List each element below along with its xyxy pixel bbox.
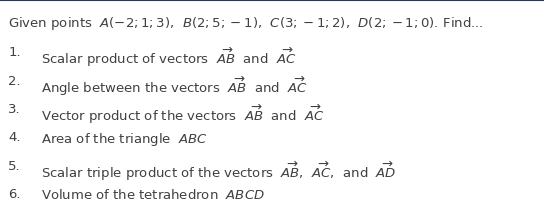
Text: 3.: 3.	[8, 103, 21, 116]
Text: 4.: 4.	[8, 131, 21, 144]
Text: Scalar triple product of the vectors  $\mathit{\overrightarrow{AB}}$,  $\mathit{: Scalar triple product of the vectors $\m…	[41, 160, 397, 183]
Text: Given points  $\mathit{A}(-2;1;3)$,  $\mathit{B}(2;5;-1)$,  $\mathit{C}(3;-1;2)$: Given points $\mathit{A}(-2;1;3)$, $\mat…	[8, 15, 484, 32]
Text: Angle between the vectors  $\mathit{\overrightarrow{AB}}$  and  $\mathit{\overri: Angle between the vectors $\mathit{\over…	[41, 75, 308, 98]
Text: 2.: 2.	[8, 75, 21, 88]
Text: 1.: 1.	[8, 46, 21, 59]
Text: Area of the triangle  $\mathit{ABC}$: Area of the triangle $\mathit{ABC}$	[41, 131, 208, 148]
Text: 5.: 5.	[8, 160, 21, 173]
Text: Scalar product of vectors  $\mathit{\overrightarrow{AB}}$  and  $\mathit{\overri: Scalar product of vectors $\mathit{\over…	[41, 46, 296, 70]
Text: Volume of the tetrahedron  $\mathit{ABCD}$: Volume of the tetrahedron $\mathit{ABCD}…	[41, 188, 265, 202]
Text: Vector product of the vectors  $\mathit{\overrightarrow{AB}}$  and  $\mathit{\ov: Vector product of the vectors $\mathit{\…	[41, 103, 324, 126]
Text: 6.: 6.	[8, 188, 21, 201]
